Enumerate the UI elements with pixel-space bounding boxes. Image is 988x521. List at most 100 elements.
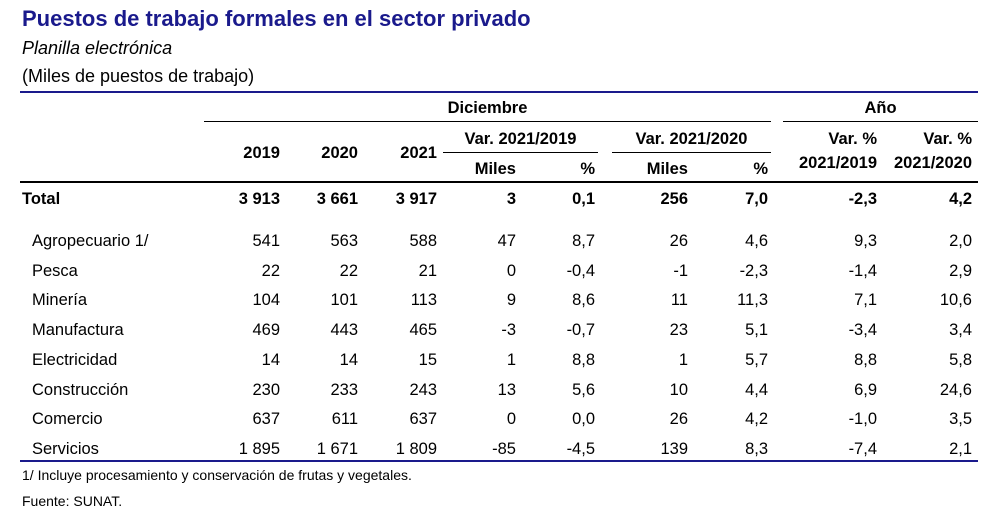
- cell-2021: 465: [409, 321, 437, 340]
- header-miles-2019: Miles: [474, 160, 516, 178]
- cell-anio-2019: 9,3: [854, 232, 877, 250]
- cell-miles-2019: -85: [492, 439, 516, 458]
- table-bottom-rule: [20, 460, 978, 462]
- header-anio: Año: [864, 99, 897, 117]
- var-2019-rule: [443, 152, 598, 153]
- cell-2021: 588: [409, 232, 437, 250]
- cell-pct-2019: 8,8: [572, 350, 595, 369]
- cell-miles-2020: 256: [660, 190, 688, 208]
- row-label: Minería: [32, 291, 88, 310]
- header-period-2020: 2021/2020: [894, 154, 972, 172]
- header-varpct-2019: Var. %: [828, 130, 877, 148]
- row-label: Total: [22, 190, 61, 208]
- cell-anio-2019: 8,8: [854, 350, 877, 369]
- cell-2020: 14: [339, 350, 358, 369]
- cell-anio-2019: -3,4: [848, 321, 877, 340]
- cell-2020: 563: [330, 232, 358, 250]
- cell-miles-2020: -1: [673, 261, 688, 280]
- cell-pct-2019: -0,7: [566, 321, 595, 340]
- cell-pct-2019: 5,6: [572, 380, 595, 399]
- row-label: Comercio: [32, 410, 103, 429]
- header-period-2019: 2021/2019: [799, 154, 877, 172]
- header-top-rule: [20, 91, 978, 93]
- diciembre-rule: [204, 121, 771, 122]
- cell-2019: 541: [252, 232, 280, 250]
- header-pct-2020: %: [753, 160, 768, 178]
- cell-pct-2020: 4,2: [745, 410, 768, 429]
- cell-pct-2019: 0,1: [572, 190, 595, 208]
- cell-pct-2019: -4,5: [566, 439, 595, 458]
- cell-pct-2020: 4,4: [745, 380, 768, 399]
- cell-2020: 22: [339, 261, 358, 280]
- header-bottom-rule: [20, 181, 978, 183]
- cell-miles-2020: 26: [669, 410, 688, 429]
- cell-miles-2020: 11: [670, 291, 688, 310]
- header-pct-2019: %: [580, 160, 595, 178]
- cell-2020: 3 661: [316, 190, 358, 208]
- cell-2019: 14: [261, 350, 280, 369]
- page-title: Puestos de trabajo formales en el sector…: [22, 6, 531, 31]
- cell-2019: 3 913: [238, 190, 280, 208]
- cell-pct-2019: 8,7: [572, 232, 595, 250]
- cell-2020: 233: [330, 380, 358, 399]
- cell-2019: 637: [252, 410, 280, 429]
- cell-2021: 21: [418, 261, 437, 280]
- cell-miles-2019: -3: [501, 321, 516, 340]
- cell-pct-2020: 11,3: [737, 291, 768, 310]
- cell-miles-2020: 23: [669, 321, 688, 340]
- row-label: Manufactura: [32, 321, 124, 340]
- cell-anio-2019: 6,9: [854, 380, 877, 399]
- cell-2021: 15: [418, 350, 437, 369]
- header-2020: 2020: [321, 144, 358, 162]
- cell-anio-2020: 2,0: [949, 232, 972, 250]
- cell-pct-2020: 5,1: [745, 321, 768, 340]
- cell-miles-2019: 1: [506, 350, 516, 369]
- row-label: Pesca: [32, 261, 78, 280]
- cell-2020: 443: [330, 321, 358, 340]
- cell-pct-2020: 8,3: [745, 439, 768, 458]
- cell-anio-2020: 10,6: [939, 291, 972, 310]
- cell-2019: 104: [252, 291, 280, 310]
- cell-miles-2020: 10: [669, 380, 688, 399]
- row-label: Electricidad: [32, 350, 118, 369]
- cell-miles-2020: 26: [669, 232, 688, 250]
- cell-miles-2019: 9: [506, 291, 516, 310]
- source-note: Fuente: SUNAT.: [22, 493, 123, 509]
- cell-2021: 243: [409, 380, 437, 399]
- cell-anio-2020: 3,4: [949, 321, 972, 340]
- cell-miles-2019: 13: [497, 380, 516, 399]
- cell-anio-2019: -1,0: [848, 410, 877, 429]
- cell-2021: 3 917: [395, 190, 437, 208]
- cell-2021: 113: [410, 291, 437, 310]
- row-label: Servicios: [32, 439, 99, 458]
- cell-pct-2020: -2,3: [739, 261, 768, 280]
- cell-anio-2020: 24,6: [939, 380, 972, 399]
- cell-miles-2019: 0: [506, 410, 516, 429]
- page-subtitle: Planilla electrónica: [22, 38, 173, 58]
- row-label: Construcción: [32, 380, 129, 399]
- cell-2019: 230: [252, 380, 280, 399]
- header-2021: 2021: [400, 144, 437, 162]
- cell-2021: 1 809: [395, 439, 437, 458]
- header-diciembre: Diciembre: [447, 99, 528, 117]
- header-miles-2020: Miles: [646, 160, 688, 178]
- cell-anio-2019: -7,4: [848, 439, 877, 458]
- cell-anio-2019: -2,3: [848, 190, 877, 208]
- cell-anio-2020: 5,8: [949, 350, 972, 369]
- cell-pct-2019: 8,6: [572, 291, 595, 310]
- header-varpct-2020: Var. %: [923, 130, 972, 148]
- cell-anio-2020: 2,1: [949, 439, 972, 458]
- cell-miles-2020: 139: [660, 439, 688, 458]
- cell-miles-2019: 3: [506, 190, 516, 208]
- cell-2019: 469: [252, 321, 280, 340]
- cell-2020: 611: [331, 410, 358, 429]
- cell-miles-2020: 1: [678, 350, 688, 369]
- cell-anio-2020: 3,5: [949, 410, 972, 429]
- cell-miles-2019: 0: [506, 261, 516, 280]
- cell-pct-2020: 4,6: [745, 232, 768, 250]
- cell-2019: 1 895: [238, 439, 280, 458]
- footnote: 1/ Incluye procesamiento y conservación …: [22, 467, 412, 483]
- cell-pct-2020: 7,0: [745, 190, 768, 208]
- header-var-2021-2020: Var. 2021/2020: [635, 130, 748, 148]
- cell-pct-2019: 0,0: [572, 410, 595, 429]
